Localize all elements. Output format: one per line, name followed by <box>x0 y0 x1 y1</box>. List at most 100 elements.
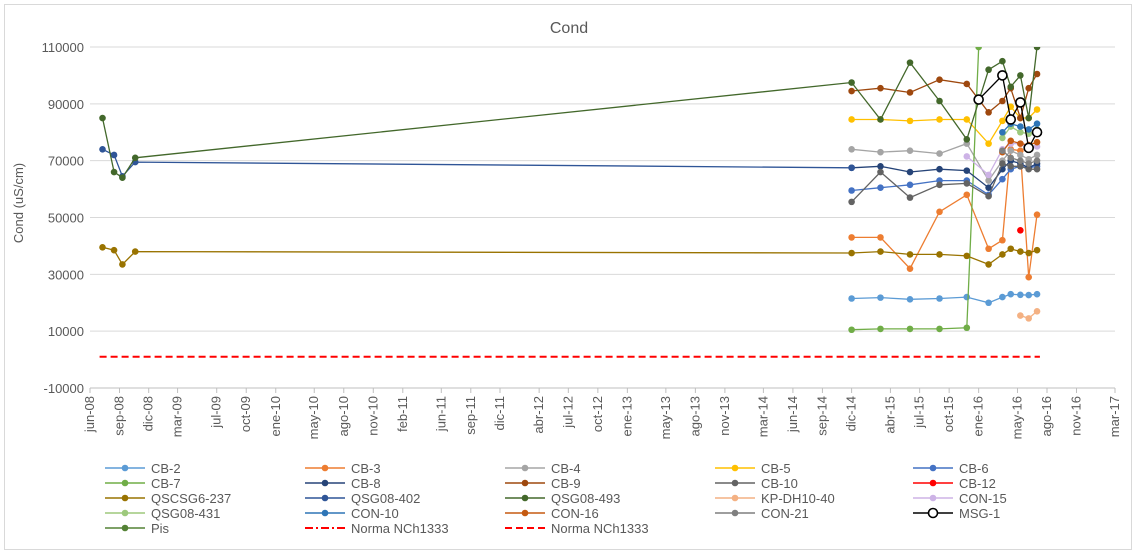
data-point-cb-2 <box>963 293 971 301</box>
data-point-qscsg6-237 <box>999 251 1006 258</box>
data-point-cb-9 <box>848 87 855 95</box>
legend-marker-con-10 <box>321 509 329 517</box>
x-tick-label: ene-13 <box>619 396 634 436</box>
y-tick-label: 70000 <box>48 154 84 169</box>
legend-label-norma-nch1333: Norma NCh1333 <box>551 521 649 536</box>
legend-label-cb-10: CB-10 <box>761 476 798 491</box>
series-line-cb-7 <box>851 47 980 331</box>
data-point-msg-1 <box>1015 97 1026 108</box>
legend-marker-cb-2 <box>121 464 129 472</box>
data-point-con-21 <box>1007 154 1015 162</box>
data-point-con-15 <box>963 153 971 160</box>
x-tick-label: ago-13 <box>687 396 702 436</box>
legend-marker-cb-12 <box>929 479 937 487</box>
data-point-cb-3 <box>848 234 855 241</box>
data-point-cb-3 <box>985 245 992 253</box>
data-point-cb-3 <box>1025 273 1033 281</box>
data-point-cb-4 <box>877 148 884 156</box>
legend-label-cb-6: CB-6 <box>959 461 989 476</box>
x-tick-label: mar-17 <box>1107 396 1122 437</box>
data-point-cb-2 <box>906 296 914 303</box>
data-point-cb-2 <box>936 295 943 302</box>
data-point-cb-7 <box>975 47 982 51</box>
data-point-msg-1 <box>1005 114 1017 125</box>
data-point-con-15 <box>985 171 992 179</box>
data-point-cb-6 <box>906 181 914 189</box>
data-point-qscsg6-237 <box>1025 249 1033 257</box>
data-point-cb-4 <box>985 177 992 184</box>
legend-marker-pis <box>121 524 129 532</box>
data-point-qsg08-493 <box>877 116 884 123</box>
data-point-con-21 <box>1017 157 1024 164</box>
data-point-cb-9 <box>906 89 914 96</box>
data-point-qscsg6-237 <box>119 261 126 268</box>
legend-marker-con-16 <box>521 509 529 517</box>
x-tick-label: jul-09 <box>209 396 224 429</box>
data-point-qsg08-402 <box>99 146 106 153</box>
data-point-cb-4 <box>936 150 943 157</box>
series-group <box>99 47 1043 358</box>
data-point-qscsg6-237 <box>99 244 106 251</box>
data-point-cb-7 <box>936 325 943 333</box>
series-line-qscsg6-237 <box>102 246 1038 266</box>
legend-marker-msg-1 <box>927 507 939 519</box>
data-point-cb-2 <box>999 293 1006 301</box>
x-tick-label: ago-16 <box>1039 396 1054 436</box>
data-point-cb-9 <box>936 76 943 83</box>
data-point-cb-6 <box>877 184 884 191</box>
y-tick-label: 30000 <box>48 267 84 282</box>
data-point-qscsg6-237 <box>110 246 118 254</box>
data-point-cb-2 <box>877 294 884 301</box>
data-point-cb-10 <box>877 168 884 176</box>
data-point-con-16 <box>1017 140 1024 147</box>
data-point-qscsg6-237 <box>1007 245 1015 253</box>
data-point-qsg08-493 <box>963 136 971 143</box>
data-point-cb-12 <box>1017 226 1024 234</box>
data-point-cb-3 <box>999 236 1006 244</box>
data-point-cb-7 <box>877 325 884 333</box>
data-point-con-10 <box>1033 120 1041 128</box>
y-tick-label: 110000 <box>42 40 84 55</box>
data-point-cb-10 <box>1033 165 1041 173</box>
x-tick-label: jun-08 <box>82 396 97 433</box>
data-point-cb-4 <box>906 147 914 155</box>
data-point-qscsg6-237 <box>906 251 914 258</box>
data-point-cb-2 <box>1017 291 1024 299</box>
data-point-cb-10 <box>1025 165 1033 173</box>
data-point-cb-6 <box>848 187 855 194</box>
data-point-cb-10 <box>1007 163 1015 170</box>
data-point-cb-5 <box>999 117 1006 125</box>
legend-label-norma-nch1333: Norma NCh1333 <box>351 521 449 536</box>
legend-label-msg-1: MSG-1 <box>959 506 1000 521</box>
data-point-qsg08-431 <box>999 134 1006 142</box>
data-point-msg-1 <box>973 94 984 105</box>
data-point-kp-dh10-40 <box>1033 307 1041 315</box>
legend-label-con-16: CON-16 <box>551 506 599 521</box>
data-point-cb-8 <box>963 167 971 174</box>
x-tick-label: oct-09 <box>238 396 253 432</box>
data-point-msg-1 <box>1023 142 1035 154</box>
legend-label-con-15: CON-15 <box>959 491 1007 506</box>
legend-marker-cb-9 <box>521 479 529 487</box>
data-point-cb-9 <box>985 109 992 116</box>
data-point-kp-dh10-40 <box>1017 312 1024 319</box>
legend-label-qsg08-431: QSG08-431 <box>151 506 220 521</box>
data-point-cb-10 <box>985 192 992 200</box>
data-point-cb-10 <box>963 180 971 187</box>
data-point-cb-6 <box>999 175 1006 183</box>
x-tick-labels: jun-08 sep-08 dic-08 mar-09 jul-09 oct-09 ene-… <box>82 396 1122 439</box>
x-tick-label: nov-16 <box>1069 396 1084 436</box>
data-point-con-10 <box>1017 123 1024 130</box>
data-point-qsg08-402 <box>110 151 118 159</box>
data-point-qsg08-493 <box>1017 72 1024 79</box>
x-tick-label: ene-10 <box>268 396 283 436</box>
data-point-qsg08-493 <box>1025 114 1033 122</box>
x-tick-label: nov-13 <box>717 396 732 436</box>
data-point-cb-5 <box>985 140 992 147</box>
data-point-cb-4 <box>1033 151 1041 159</box>
data-point-cb-10 <box>848 198 855 206</box>
x-tick-label: mar-14 <box>755 396 770 437</box>
x-tick-label: feb-11 <box>395 396 410 432</box>
data-point-cb-3 <box>906 265 914 272</box>
x-tick-label: dic-08 <box>141 396 156 431</box>
